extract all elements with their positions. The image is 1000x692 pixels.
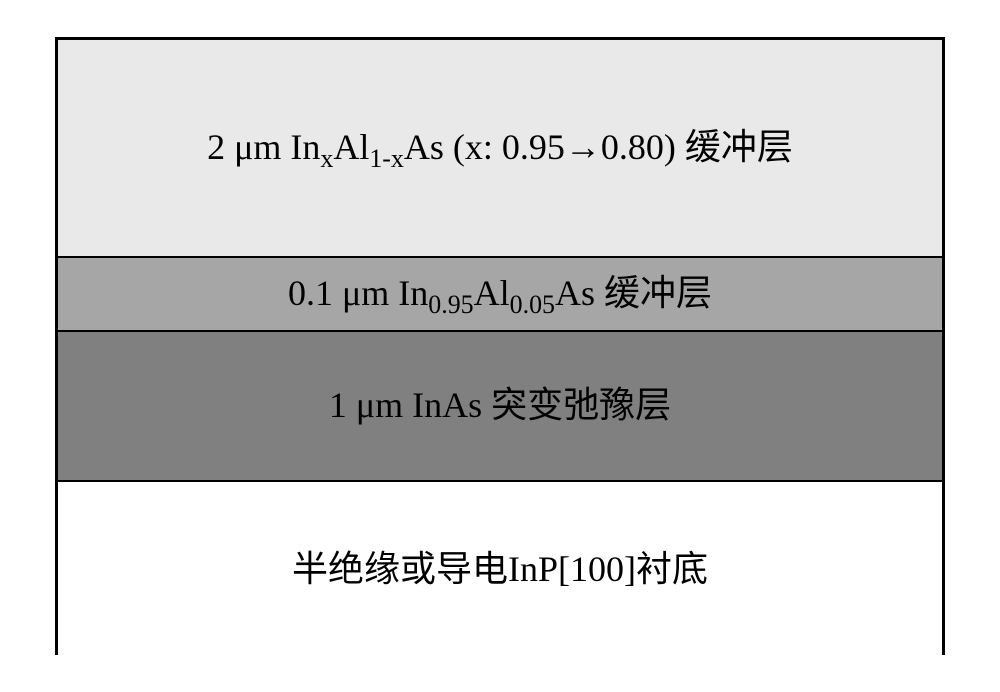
layer-stack-diagram: 2 μm InxAl1-xAs (x: 0.95→0.80) 缓冲层 0.1 μm…	[55, 37, 945, 655]
layer-buffer-graded: 2 μm InxAl1-xAs (x: 0.95→0.80) 缓冲层	[58, 40, 942, 258]
layer-buffer-fixed: 0.1 μm In0.95Al0.05As 缓冲层	[58, 258, 942, 332]
layer-label: 1 μm InAs 突变弛豫层	[329, 384, 671, 427]
layer-relaxation: 1 μm InAs 突变弛豫层	[58, 332, 942, 482]
layer-label: 2 μm InxAl1-xAs (x: 0.95→0.80) 缓冲层	[207, 126, 793, 169]
layer-label: 半绝缘或导电InP[100]衬底	[292, 548, 708, 591]
layer-substrate: 半绝缘或导电InP[100]衬底	[58, 482, 942, 658]
layer-label: 0.1 μm In0.95Al0.05As 缓冲层	[288, 272, 712, 315]
